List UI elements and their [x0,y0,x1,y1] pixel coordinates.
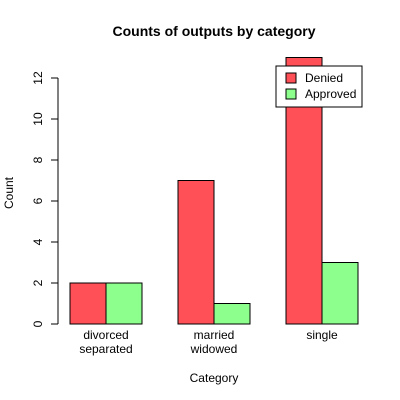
x-tick-label: widowed [190,342,238,356]
y-axis: 0 2 4 6 8 10 12 [31,71,59,327]
chart-title: Counts of outputs by category [113,23,316,39]
y-axis-label: Count [2,176,16,209]
bar-approved-1 [213,303,251,325]
x-tick-label: separated [79,342,132,356]
y-tick-label: 4 [31,238,45,245]
bar-approved-0 [105,282,143,325]
x-tick-label: married [194,328,235,342]
y-tick-label: 6 [31,197,45,204]
legend-label-approved: Approved [305,87,356,101]
legend-swatch-approved [285,88,297,100]
legend: Denied Approved [275,65,363,108]
x-axis-label: Category [190,371,239,385]
bar-denied-0 [69,282,107,325]
y-tick-label: 12 [31,71,45,85]
y-tick-label: 8 [31,156,45,163]
bar-denied-1 [177,180,215,325]
y-tick-label: 2 [31,279,45,286]
y-tick-label: 10 [31,112,45,126]
bar-approved-2 [321,262,359,325]
legend-swatch-denied [285,72,297,84]
y-tick-label: 0 [31,320,45,327]
x-tick-label: divorced [83,328,128,342]
legend-label-denied: Denied [305,71,343,85]
x-tick-label: single [306,328,338,342]
